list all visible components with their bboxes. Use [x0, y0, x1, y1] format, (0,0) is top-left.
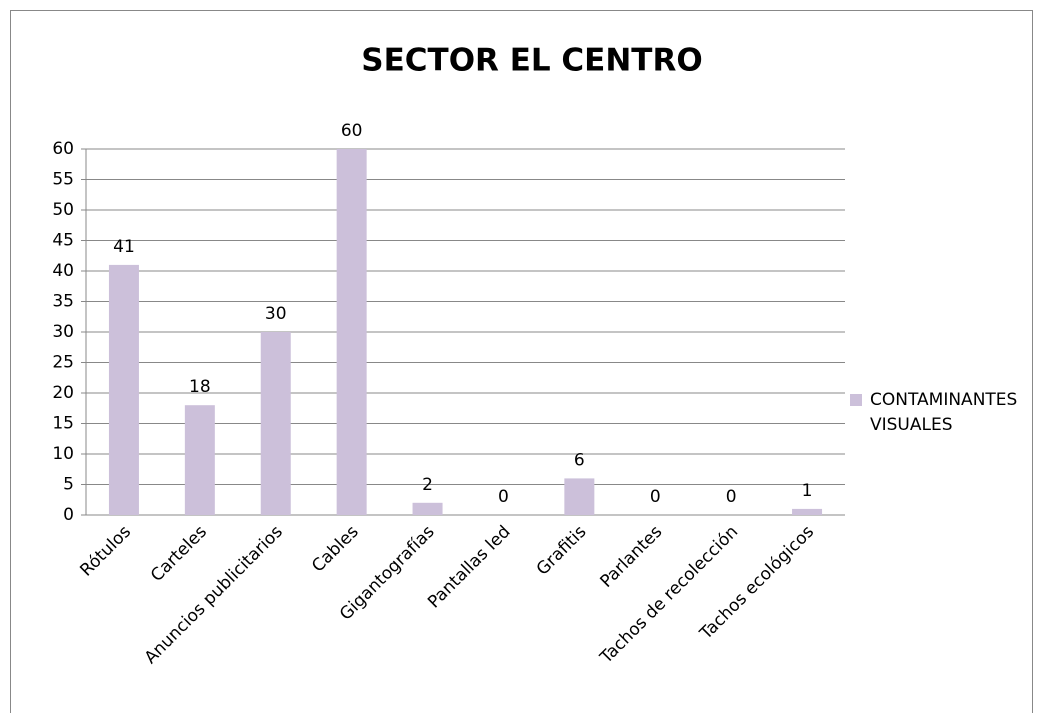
chart-border [10, 10, 1033, 713]
bar [792, 508, 823, 515]
legend-swatch [850, 394, 862, 406]
x-tick-label: Carteles [147, 522, 211, 586]
data-label: 30 [265, 304, 287, 324]
data-label: 41 [113, 237, 135, 257]
data-label: 60 [341, 121, 363, 141]
data-label: 1 [802, 481, 813, 501]
y-tick-label: 60 [52, 139, 74, 159]
y-tick-label: 30 [52, 322, 74, 342]
x-tick-label: Grafitis [533, 522, 591, 580]
data-label: 6 [574, 450, 585, 470]
y-tick-label: 35 [52, 292, 74, 312]
y-tick-label: 10 [52, 444, 74, 464]
bar [184, 405, 215, 515]
x-tick-label: Rótulos [76, 522, 135, 581]
bar [412, 502, 443, 515]
bar [108, 264, 139, 515]
data-label: 0 [498, 487, 509, 507]
y-tick-label: 20 [52, 383, 74, 403]
y-tick-label: 25 [52, 353, 74, 373]
y-tick-label: 40 [52, 261, 74, 281]
bar [564, 478, 595, 515]
y-tick-label: 0 [63, 505, 74, 525]
x-tick-label: Anuncios publicitarios [141, 522, 287, 668]
y-tick-label: 50 [52, 200, 74, 220]
bar [260, 332, 291, 515]
y-tick-label: 45 [52, 231, 74, 251]
x-tick-label: Tachos de recolección [596, 522, 742, 668]
data-label: 18 [189, 377, 211, 397]
data-label: 0 [650, 487, 661, 507]
y-tick-label: 15 [52, 414, 74, 434]
x-tick-label: Parlantes [596, 522, 666, 592]
bar [336, 149, 367, 515]
data-label: 0 [726, 487, 737, 507]
x-tick-label: Cables [308, 522, 363, 577]
y-tick-label: 55 [52, 170, 74, 190]
legend-label: CONTAMINANTES VISUALES [870, 390, 1018, 435]
y-tick-label: 5 [63, 475, 74, 495]
data-label: 2 [422, 475, 433, 495]
chart-title: SECTOR EL CENTRO [361, 43, 702, 79]
